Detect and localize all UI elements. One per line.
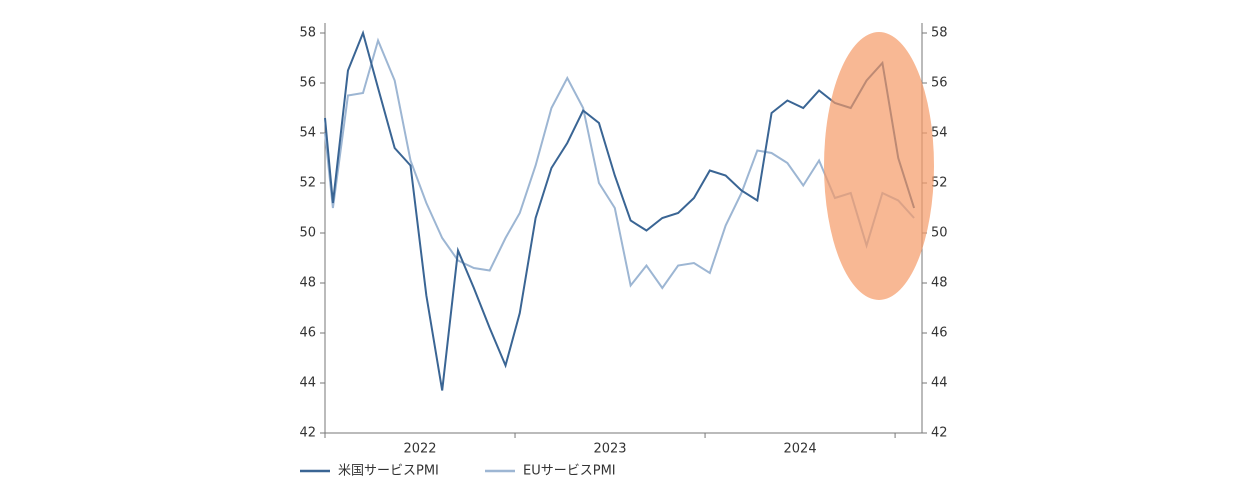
y2-tick-label: 46	[931, 326, 948, 341]
y-tick-label: 56	[299, 76, 316, 91]
y-tick-label: 44	[299, 376, 316, 391]
y-tick-label: 42	[299, 426, 316, 441]
y-tick-label: 48	[299, 276, 316, 291]
y2-tick-label: 48	[931, 276, 948, 291]
legend-label: EUサービスPMI	[523, 464, 616, 479]
y2-tick-label: 52	[931, 176, 948, 191]
series-line	[324, 37, 915, 290]
y-tick-label: 50	[299, 226, 316, 241]
y2-tick-label: 42	[931, 426, 948, 441]
y2-tick-label: 56	[931, 76, 948, 91]
y-tick-label: 58	[299, 26, 316, 41]
y-tick-label: 52	[299, 176, 316, 191]
y-tick-label: 46	[299, 326, 316, 341]
x-tick-label: 2022	[403, 442, 436, 457]
series-line	[324, 29, 916, 391]
y-tick-label: 54	[299, 126, 316, 141]
x-tick-label: 2024	[784, 442, 817, 457]
y2-tick-label: 44	[931, 376, 948, 391]
y2-tick-label: 58	[931, 26, 948, 41]
y2-tick-label: 50	[931, 226, 948, 241]
x-tick-label: 2023	[593, 442, 626, 457]
y2-tick-label: 54	[931, 126, 948, 141]
legend-label: 米国サービスPMI	[338, 464, 439, 479]
highlight	[824, 32, 934, 300]
